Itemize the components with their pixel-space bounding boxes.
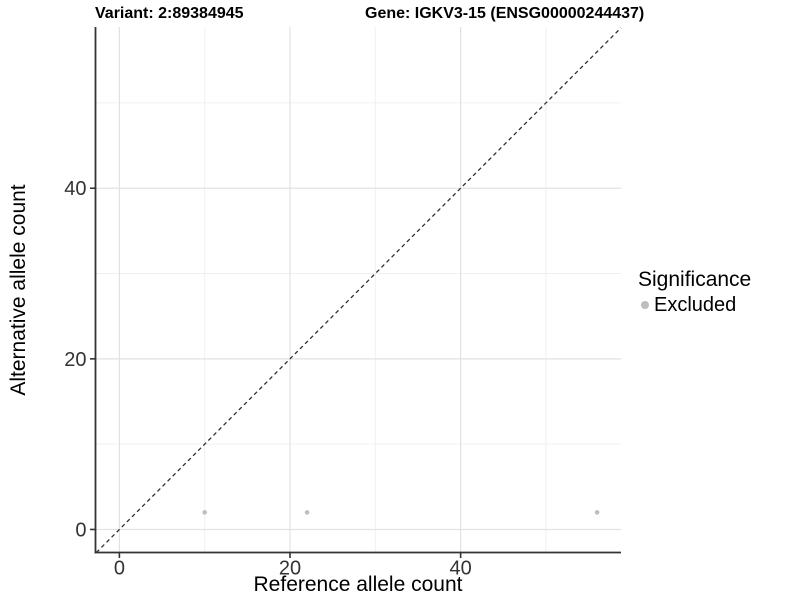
excluded-point-icon: [641, 301, 649, 309]
gene-title: Gene: IGKV3-15 (ENSG00000244437): [365, 5, 645, 22]
x-tick-label: 20: [279, 558, 301, 580]
y-tick-label: 0: [75, 519, 86, 541]
legend-title: Significance: [638, 268, 752, 291]
x-tick-label: 40: [449, 558, 471, 580]
legend-item-excluded: Excluded: [641, 294, 751, 316]
y-axis-title: Alternative allele count: [7, 184, 30, 396]
data-point: [594, 510, 600, 515]
legend-item-label: Excluded: [654, 294, 737, 316]
variant-title: Variant: 2:89384945: [95, 5, 244, 22]
data-point: [304, 510, 310, 515]
y-tick-label: 20: [64, 349, 86, 371]
y-tick-label: 40: [64, 178, 86, 200]
legend: Significance Excluded: [638, 268, 751, 316]
x-tick-label: 0: [114, 558, 125, 580]
x-axis-title: Reference allele count: [253, 573, 463, 596]
identity-dashed-line: [95, 27, 622, 553]
data-point: [202, 510, 207, 515]
